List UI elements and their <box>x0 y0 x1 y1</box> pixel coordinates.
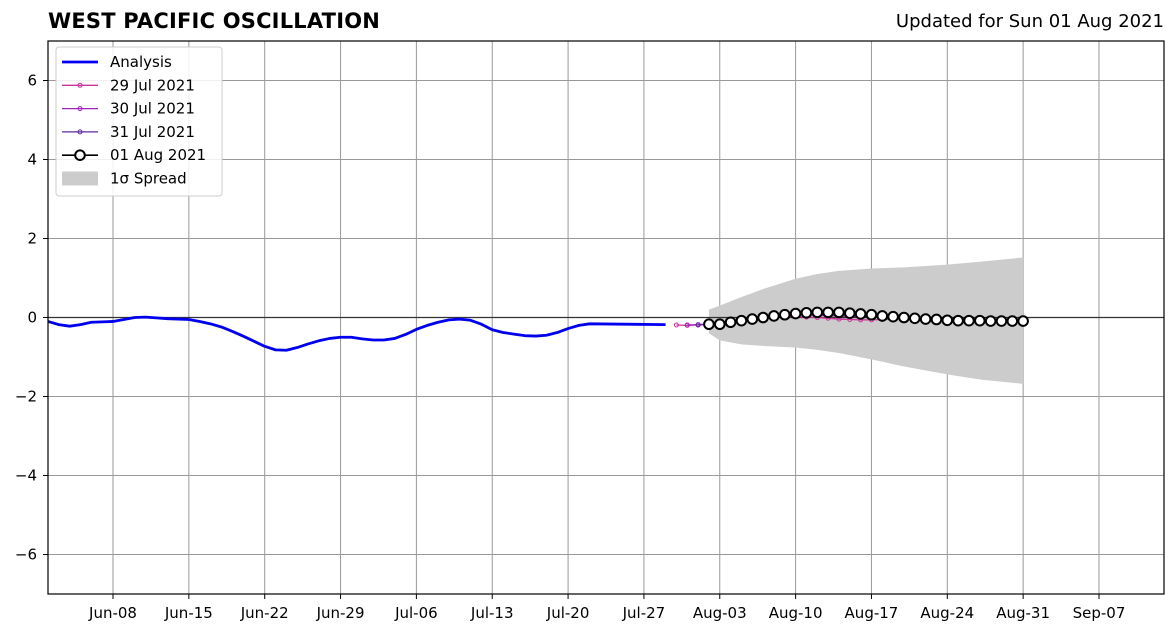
legend: Analysis 29 Jul 2021 30 Jul 2021 31 Jul 202… <box>55 46 223 197</box>
forecast-aug01-point <box>778 308 791 321</box>
forecast-aug01-point <box>908 312 921 325</box>
x-tick-label: Jun-08 <box>88 604 137 622</box>
x-tick-label: Aug-10 <box>769 604 823 622</box>
forecast-aug01-point <box>833 306 845 319</box>
forecast-point <box>673 322 679 328</box>
forecast-aug01-point <box>854 308 867 320</box>
forecast-aug01-point <box>1006 315 1019 327</box>
chart-title: WEST PACIFIC OSCILLATION <box>48 9 381 33</box>
forecast-aug01-point <box>746 313 759 325</box>
legend-jul31-label: 31 Jul 2021 <box>110 123 195 141</box>
y-tick-label: −6 <box>15 546 37 564</box>
forecast-point <box>695 322 701 328</box>
series-lines <box>47 306 1029 352</box>
x-tick-label: Jun-29 <box>316 604 365 622</box>
forecast-aug01-point <box>984 315 997 327</box>
y-tick-label: 4 <box>27 151 37 169</box>
x-tick-label: Jun-22 <box>240 604 289 622</box>
forecast-aug01-point <box>898 311 910 324</box>
forecast-aug01-point <box>703 318 715 331</box>
legend-aug01-marker <box>74 149 86 161</box>
legend-jul29-label: 29 Jul 2021 <box>110 76 195 94</box>
y-tick-label: 6 <box>27 72 37 90</box>
updated-date: Updated for Sun 01 Aug 2021 <box>895 11 1164 32</box>
x-tick-label: Aug-17 <box>845 604 899 622</box>
legend-jul29-marker <box>77 82 83 88</box>
legend-analysis-label: Analysis <box>110 53 172 71</box>
forecast-aug01-point <box>919 313 932 325</box>
spread-band <box>708 257 1024 384</box>
x-tick-label: Jul-13 <box>470 604 514 622</box>
forecast-aug01-point <box>811 306 824 319</box>
forecast-aug01-point <box>768 310 780 322</box>
x-tick-label: Jul-20 <box>546 604 590 622</box>
forecast-aug01-point <box>724 316 737 329</box>
axes: Jun-08 Jun-15 Jun-22 Jun-29 Jul-06 Jul-13 Jul-… <box>15 40 1165 622</box>
legend-spread-swatch <box>62 171 98 186</box>
x-tick-label: Aug-03 <box>693 604 747 622</box>
forecast-point <box>684 322 690 328</box>
legend-aug01-label: 01 Aug 2021 <box>110 146 206 164</box>
x-tick-label: Aug-31 <box>996 604 1050 622</box>
forecast-aug01-point <box>800 306 813 319</box>
legend-box <box>55 46 223 197</box>
forecast-aug01-point <box>822 306 834 319</box>
forecast-aug01-point <box>757 311 769 324</box>
forecast-aug01-point <box>876 310 889 322</box>
forecast-aug01-point <box>974 314 986 327</box>
forecast-aug01-point <box>865 308 878 321</box>
legend-jul30-marker <box>77 106 83 112</box>
forecast-aug01-point <box>963 314 975 327</box>
y-tick-label: 2 <box>27 230 37 248</box>
forecast-aug01-point <box>941 314 954 327</box>
forecast-aug01-point <box>952 314 964 327</box>
forecast-aug01-point <box>995 315 1008 327</box>
spread-area <box>708 257 1024 384</box>
y-tick-label: −4 <box>15 467 37 485</box>
forecast-aug01-point <box>887 310 899 323</box>
forecast-aug01-point <box>1017 315 1029 327</box>
forecast-aug01-point <box>735 314 748 327</box>
forecast-aug01-point <box>713 318 726 331</box>
forecast-aug01-point <box>843 307 856 319</box>
x-tick-label: Jul-27 <box>622 604 666 622</box>
legend-spread-label: 1σ Spread <box>110 170 187 188</box>
x-tick-label: Sep-07 <box>1073 604 1126 622</box>
forecast-aug01-point <box>930 313 943 326</box>
x-tick-label: Jun-15 <box>164 604 213 622</box>
x-tick-label: Jul-06 <box>394 604 438 622</box>
forecast-aug01-point <box>789 307 802 320</box>
analysis-line <box>47 315 666 352</box>
y-tick-label: −2 <box>15 388 37 406</box>
x-tick-label: Aug-24 <box>920 604 974 622</box>
legend-jul31-marker <box>77 129 83 135</box>
y-tick-label: 0 <box>27 309 37 327</box>
legend-jul30-label: 30 Jul 2021 <box>110 100 195 118</box>
